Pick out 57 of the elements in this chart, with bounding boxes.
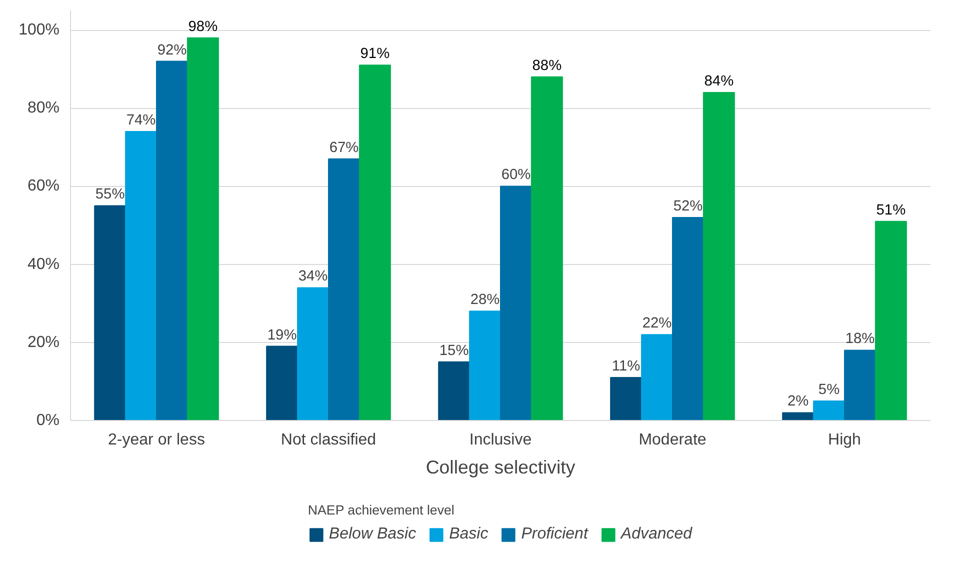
data-label: 51%: [876, 202, 906, 218]
bar: [672, 216, 704, 420]
data-label: 11%: [612, 358, 640, 375]
x-tick-label: Moderate: [638, 432, 706, 448]
legend-title: NAEP achievement level: [308, 502, 456, 517]
data-label: 15%: [439, 342, 469, 359]
bar: [702, 92, 735, 420]
data-label: 55%: [95, 186, 125, 203]
y-tick-label: 80%: [27, 100, 60, 117]
bar: [500, 186, 532, 420]
bar: [469, 310, 501, 420]
y-tick-label: 20%: [27, 334, 60, 351]
data-label: 34%: [298, 268, 328, 285]
y-tick-label: 40%: [27, 256, 60, 273]
bar: [641, 334, 673, 420]
data-label: 22%: [642, 316, 672, 332]
bar: [610, 377, 642, 420]
data-label: 92%: [157, 42, 187, 58]
bar: [125, 131, 157, 420]
data-label: 74%: [126, 112, 156, 129]
bar: [844, 350, 876, 420]
data-label: 19%: [267, 327, 297, 344]
data-label: 91%: [360, 46, 390, 62]
bar: [874, 220, 907, 420]
x-tick-label: High: [828, 432, 861, 448]
bar: [297, 287, 329, 420]
data-label: 2%: [787, 394, 809, 410]
bar: [530, 76, 563, 420]
legend-label: Proficient: [521, 525, 588, 543]
bar: [782, 412, 814, 420]
x-tick-label: Inclusive: [469, 432, 532, 448]
x-tick-label: Not classified: [280, 432, 376, 448]
data-label: 52%: [673, 198, 703, 214]
data-label: 84%: [704, 74, 734, 90]
x-tick-label: 2-year or less: [108, 432, 205, 448]
bar: [358, 64, 391, 420]
legend-label: Below Basic: [328, 525, 416, 543]
bar: [156, 60, 188, 420]
data-label: 5%: [818, 382, 840, 398]
y-tick-label: 0%: [36, 412, 60, 429]
data-label: 88%: [532, 58, 562, 74]
bar: [94, 205, 126, 420]
bar: [438, 361, 470, 420]
x-axis-title: College selectivity: [426, 456, 576, 478]
data-label: 60%: [501, 167, 531, 184]
bar: [813, 400, 845, 420]
data-label: 67%: [329, 140, 359, 156]
data-label: 98%: [188, 18, 218, 35]
bar: [328, 158, 360, 420]
y-tick-label: 60%: [27, 178, 60, 195]
bar: [266, 346, 298, 420]
legend-label: Basic: [449, 525, 488, 543]
legend-label: Advanced: [620, 525, 692, 543]
data-label: 18%: [845, 331, 875, 348]
data-label: 28%: [470, 292, 500, 308]
y-tick-label: 100%: [18, 22, 60, 39]
bar: [186, 37, 219, 420]
